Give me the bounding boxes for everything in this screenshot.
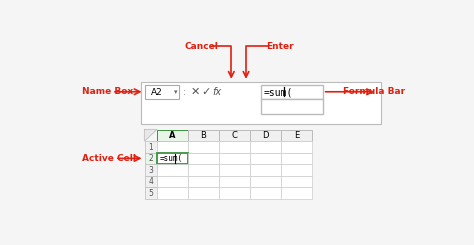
FancyBboxPatch shape <box>145 164 157 176</box>
FancyBboxPatch shape <box>281 164 312 176</box>
FancyBboxPatch shape <box>141 82 381 124</box>
FancyBboxPatch shape <box>145 85 179 99</box>
FancyBboxPatch shape <box>281 130 312 141</box>
FancyBboxPatch shape <box>250 153 281 164</box>
FancyBboxPatch shape <box>145 187 157 199</box>
FancyBboxPatch shape <box>157 141 188 153</box>
Text: A: A <box>169 131 176 140</box>
FancyBboxPatch shape <box>219 141 250 153</box>
FancyBboxPatch shape <box>145 153 157 164</box>
Text: 2: 2 <box>148 154 153 163</box>
FancyBboxPatch shape <box>219 130 250 141</box>
FancyBboxPatch shape <box>219 164 250 176</box>
FancyBboxPatch shape <box>145 176 157 187</box>
FancyBboxPatch shape <box>250 187 281 199</box>
FancyBboxPatch shape <box>250 130 281 141</box>
Text: =sum(: =sum( <box>264 87 293 97</box>
FancyBboxPatch shape <box>250 141 281 153</box>
FancyBboxPatch shape <box>188 130 219 141</box>
Text: ✓: ✓ <box>201 87 210 97</box>
FancyBboxPatch shape <box>188 141 219 153</box>
Text: 4: 4 <box>148 177 153 186</box>
Text: ✕: ✕ <box>190 87 200 97</box>
FancyBboxPatch shape <box>261 85 323 99</box>
FancyBboxPatch shape <box>157 187 188 199</box>
FancyBboxPatch shape <box>157 130 188 141</box>
Text: A2: A2 <box>151 88 163 97</box>
FancyBboxPatch shape <box>188 176 219 187</box>
FancyBboxPatch shape <box>145 141 157 153</box>
Text: B: B <box>201 131 206 140</box>
FancyBboxPatch shape <box>219 153 250 164</box>
FancyBboxPatch shape <box>219 176 250 187</box>
Text: E: E <box>294 131 299 140</box>
FancyBboxPatch shape <box>188 164 219 176</box>
Text: D: D <box>262 131 269 140</box>
Text: C: C <box>231 131 237 140</box>
Text: 5: 5 <box>148 189 153 198</box>
FancyBboxPatch shape <box>250 176 281 187</box>
Text: 3: 3 <box>148 166 153 175</box>
Text: Formula Bar: Formula Bar <box>343 87 405 96</box>
Text: Cancel: Cancel <box>184 42 218 51</box>
Text: fx: fx <box>213 87 222 97</box>
FancyBboxPatch shape <box>250 164 281 176</box>
FancyBboxPatch shape <box>219 187 250 199</box>
Text: =sum(: =sum( <box>159 154 182 163</box>
FancyBboxPatch shape <box>261 99 323 114</box>
FancyBboxPatch shape <box>281 153 312 164</box>
FancyBboxPatch shape <box>281 176 312 187</box>
Text: Name Box: Name Box <box>82 87 134 96</box>
FancyBboxPatch shape <box>157 164 188 176</box>
FancyBboxPatch shape <box>281 141 312 153</box>
Text: Enter: Enter <box>266 42 294 51</box>
Polygon shape <box>145 130 157 141</box>
FancyBboxPatch shape <box>157 176 188 187</box>
FancyBboxPatch shape <box>157 153 188 164</box>
Text: 1: 1 <box>148 143 153 152</box>
FancyBboxPatch shape <box>188 187 219 199</box>
FancyBboxPatch shape <box>281 187 312 199</box>
Text: Active Cell: Active Cell <box>82 154 137 163</box>
FancyBboxPatch shape <box>188 153 219 164</box>
Text: :: : <box>182 87 186 97</box>
Text: ▾: ▾ <box>174 89 177 95</box>
